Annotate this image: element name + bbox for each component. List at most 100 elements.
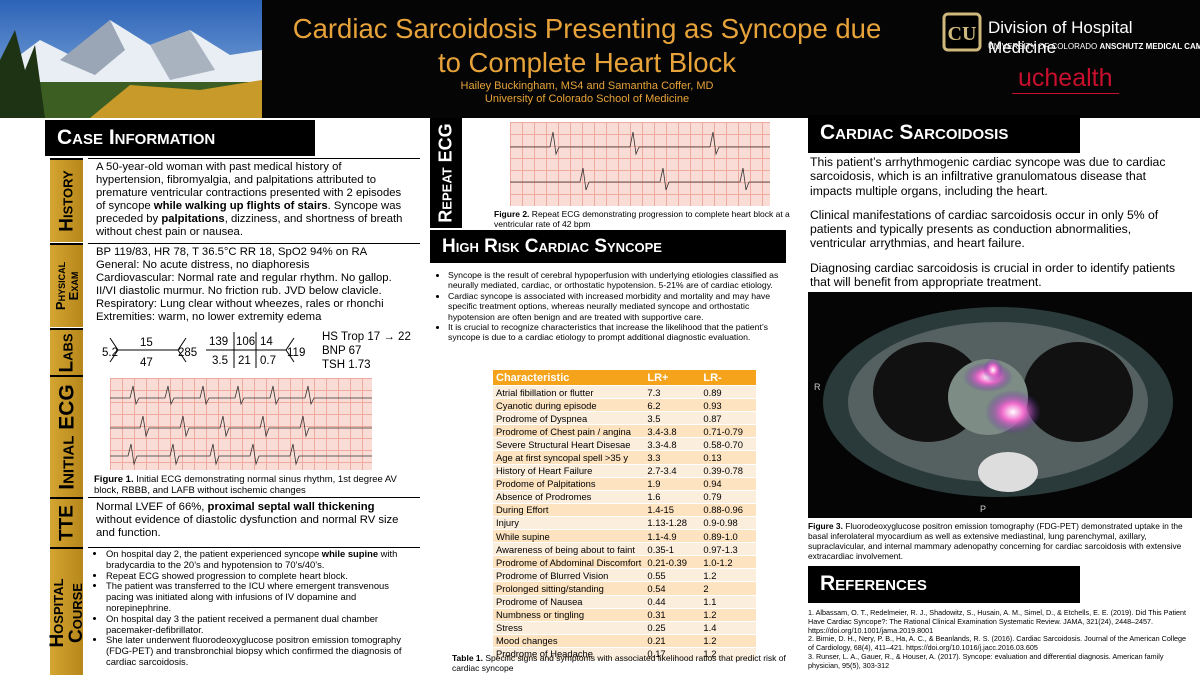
text-segment: Initial ECG demonstrating normal sinus r…: [94, 474, 397, 496]
exam-line: General: No acute distress, no diaphores…: [96, 259, 310, 271]
section-heading: References: [808, 566, 1080, 603]
table-row: Awareness of being about to faint 0.35-1 0…: [493, 542, 757, 556]
lab-value: BNP 67: [322, 345, 361, 357]
paragraph: This patient’s arrhythmogenic cardiac sy…: [810, 155, 1166, 198]
reference: 3. Runser, L. A., Gauer, R., & Houser, A…: [808, 651, 1164, 670]
table-row: During Effort 1.4-15 0.88-0.96: [493, 503, 757, 517]
ecg-trace: [510, 131, 770, 191]
text-segment: while supine: [321, 548, 379, 559]
table-cell: 1.4-15: [647, 504, 674, 516]
text-segment: Figure 3.: [808, 521, 843, 531]
table-cell: 0.35-1: [647, 543, 674, 555]
header-cell: Characteristic: [496, 371, 570, 384]
course-item: The patient was transferred to the ICU w…: [106, 581, 416, 613]
header-cell: LR-: [703, 371, 722, 384]
table-cell: 2: [703, 582, 709, 594]
bullet: It is crucial to recognize characteristi…: [448, 322, 790, 343]
lab-value: 14: [260, 336, 273, 348]
table-cell: 3.5: [647, 412, 661, 424]
table-cell: 1.2: [703, 609, 717, 621]
header-cell: LR+: [647, 371, 669, 384]
exam-line: Cardiovascular: Normal rate and regular …: [96, 272, 392, 297]
table-row: Prodrome of Abdominal Discomfort 0.21-0.3…: [493, 555, 757, 569]
pet-ct-image: R P: [808, 292, 1192, 518]
course-item: Repeat ECG showed progression to complet…: [106, 569, 416, 582]
authors: Hailey Buckingham, MS4 and Samantha Coff…: [460, 80, 714, 92]
table-cell: 1.13-1.28: [647, 517, 687, 529]
text-segment: The patient was transferred to the ICU w…: [106, 580, 389, 613]
text-segment: with bradycardia to the 20’s and hypoten…: [106, 548, 398, 570]
campus: UNIVERSITY OF COLORADO ANSCHUTZ MEDICAL …: [988, 42, 1200, 51]
table-cell: Prodrome of Dyspnea: [496, 412, 588, 424]
side-label: Labs: [50, 328, 83, 375]
side-label: Initial ECG: [50, 375, 83, 497]
table-cell: 0.21: [647, 635, 666, 647]
text-segment: She later underwent fluorodeoxyglucose p…: [106, 634, 402, 667]
side-label-text: Hospital Course: [46, 578, 87, 648]
table-row: Prodrome of Chest pain / angina 3.4-3.8 0.…: [493, 424, 757, 438]
syncope-bullets: Syncope is the result of cerebral hypope…: [434, 270, 790, 343]
text-segment: , dizziness, and shortness of breath wit…: [96, 213, 403, 238]
table-cell: 0.93: [703, 399, 722, 411]
lr-table: Characteristic LR+ LR- Atrial fibillation o…: [493, 370, 757, 660]
ecg-image: [110, 378, 372, 470]
table-row: Prodrome of Headache 0.17 1.2: [493, 647, 757, 660]
table-cell: 0.44: [647, 596, 666, 608]
table-cell: Age at first syncopal spell >35 y: [496, 452, 629, 464]
text-segment: while walking up flights of stairs: [153, 200, 328, 212]
labs-diagram: 5.2 15 47 285 139 106 14 3.5 21 0.7 119 …: [102, 331, 411, 371]
table-cell: 1.2: [703, 635, 717, 647]
text-segment: Normal LVEF of 66%,: [96, 501, 208, 513]
side-label-text: Initial ECG: [55, 384, 78, 490]
cu-logo: CU: [942, 12, 982, 52]
lab-value: HS Trop 17 → 22: [322, 331, 411, 343]
section-heading: Case Information: [45, 120, 315, 156]
table-cell: 3.3: [647, 452, 661, 464]
side-label-text: Labs: [56, 332, 77, 373]
text-segment: Figure 2.: [494, 209, 530, 219]
table-cell: 0.21-0.39: [647, 556, 687, 568]
course-item: She later underwent fluorodeoxyglucose p…: [106, 635, 416, 667]
lab-value: 5.2: [102, 347, 118, 359]
uchealth-logo: uchealth: [1012, 64, 1119, 94]
lab-value: 47: [140, 357, 153, 369]
tte-text: Normal LVEF of 66%, proximal septal wall…: [88, 497, 420, 545]
table-row: Prolonged sitting/standing 0.54 2: [493, 581, 757, 595]
table-cell: 0.9-0.98: [703, 517, 738, 529]
table-cell: 0.88-0.96: [703, 504, 743, 516]
table-cell: 3.4-3.8: [647, 425, 677, 437]
figure-caption: Figure 2. Repeat ECG demonstrating progr…: [494, 209, 790, 229]
table-cell: 0.25: [647, 622, 666, 634]
table-cell: 0.58-0.70: [703, 438, 743, 450]
table-row: Prodrome of Dyspnea 3.5 0.87: [493, 411, 757, 425]
table-row: Cyanotic during episode 6.2 0.93: [493, 398, 757, 412]
table-cell: 0.89-1.0: [703, 530, 738, 542]
paragraph: Clinical manifestations of cardiac sarco…: [810, 207, 1159, 251]
lab-value: 21: [238, 355, 251, 367]
text-segment: without evidence of diastolic dysfunctio…: [96, 514, 399, 539]
ecg-image: [510, 122, 770, 206]
lab-value: 3.5: [212, 355, 228, 367]
table-row: Age at first syncopal spell >35 y 3.3 0.13: [493, 450, 757, 465]
course-text: On hospital day 2, the patient experienc…: [88, 547, 420, 675]
table-cell: 0.54: [647, 582, 666, 594]
side-label: History: [50, 158, 83, 242]
table-cell: 1.0-1.2: [703, 556, 733, 568]
figure-caption: Figure 3. Fluorodeoxyglucose positron em…: [808, 521, 1192, 561]
text-segment: proximal septal wall thickening: [207, 501, 375, 513]
table-cell: Prodrome of Blurred Vision: [496, 569, 609, 581]
side-label-text: Repeat ECG: [435, 123, 456, 223]
table-cell: Prodome of Palpitations: [496, 478, 596, 490]
table-cell: Severe Structural Heart Disesae: [496, 438, 631, 450]
table-cell: Absence of Prodromes: [496, 491, 592, 503]
title: Cardiac Sarcoidosis Presenting as Syncop…: [262, 12, 912, 106]
table-cell: Prodrome of Abdominal Discomfort: [496, 556, 642, 568]
side-label-text: History: [56, 170, 77, 232]
text-segment: Repeat ECG showed progression to complet…: [106, 569, 348, 581]
text-segment: A 50-year-old woman with past medical hi…: [96, 161, 402, 212]
lab-value: 119: [287, 347, 305, 359]
lab-value: 106: [236, 336, 255, 348]
title-line: Cardiac Sarcoidosis Presenting as Syncop…: [292, 13, 882, 44]
side-label: Physical Exam: [50, 243, 83, 327]
